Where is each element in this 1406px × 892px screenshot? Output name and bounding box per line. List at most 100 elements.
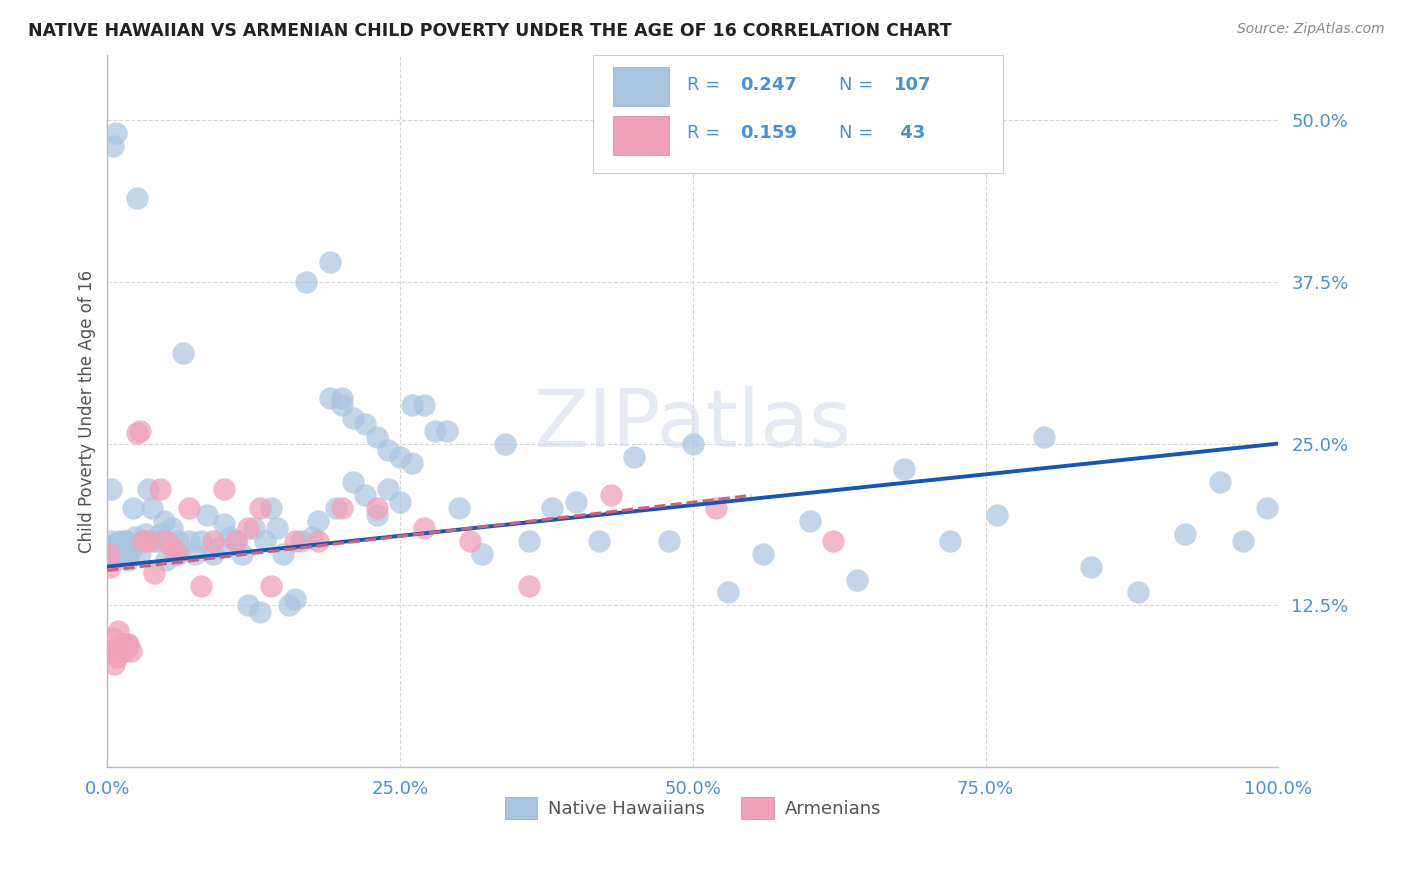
Point <box>225 533 247 548</box>
Point <box>366 501 388 516</box>
Point <box>103 657 125 671</box>
Point <box>271 547 294 561</box>
Point <box>1126 585 1149 599</box>
Point <box>412 398 434 412</box>
Text: 107: 107 <box>894 76 932 94</box>
Point <box>104 540 127 554</box>
Point <box>366 508 388 522</box>
Text: 0.247: 0.247 <box>740 76 797 94</box>
Point <box>160 540 183 554</box>
Point <box>986 508 1008 522</box>
Point <box>117 637 139 651</box>
FancyBboxPatch shape <box>613 67 669 106</box>
Point <box>166 533 188 548</box>
Point <box>1256 501 1278 516</box>
Point <box>134 527 156 541</box>
Text: NATIVE HAWAIIAN VS ARMENIAN CHILD POVERTY UNDER THE AGE OF 16 CORRELATION CHART: NATIVE HAWAIIAN VS ARMENIAN CHILD POVERT… <box>28 22 952 40</box>
Point <box>152 514 174 528</box>
Point <box>236 599 259 613</box>
Point <box>115 533 138 548</box>
Point <box>1033 430 1056 444</box>
Point <box>143 533 166 548</box>
Point <box>117 553 139 567</box>
Point <box>249 501 271 516</box>
Point <box>184 547 207 561</box>
Point <box>114 542 136 557</box>
Point <box>100 482 122 496</box>
Point <box>101 537 124 551</box>
Point <box>319 391 342 405</box>
Point <box>125 190 148 204</box>
Point <box>517 533 540 548</box>
Point <box>190 533 212 548</box>
Point <box>111 637 134 651</box>
Point <box>117 537 139 551</box>
Point <box>284 533 307 548</box>
Point <box>260 579 283 593</box>
Point <box>103 138 125 153</box>
Point <box>219 530 242 544</box>
Point <box>231 547 253 561</box>
Point <box>377 482 399 496</box>
Point <box>103 631 125 645</box>
Point <box>658 533 681 548</box>
FancyBboxPatch shape <box>613 116 669 155</box>
Point <box>179 501 201 516</box>
Point <box>389 450 412 464</box>
Point <box>111 542 134 557</box>
Point <box>564 495 586 509</box>
Point <box>201 533 224 548</box>
Point <box>125 426 148 441</box>
Point <box>599 488 621 502</box>
Point <box>143 566 166 580</box>
Point <box>104 126 127 140</box>
Text: N =: N = <box>839 125 879 143</box>
Point <box>122 501 145 516</box>
Point <box>541 501 564 516</box>
Point <box>110 547 132 561</box>
Y-axis label: Child Poverty Under the Age of 16: Child Poverty Under the Age of 16 <box>79 269 96 553</box>
Point <box>845 573 868 587</box>
Point <box>799 514 821 528</box>
Point <box>107 542 129 557</box>
Point <box>330 398 353 412</box>
Legend: Native Hawaiians, Armenians: Native Hawaiians, Armenians <box>498 789 889 826</box>
Point <box>295 275 318 289</box>
Point <box>110 644 132 658</box>
Point <box>179 533 201 548</box>
Point <box>98 533 121 548</box>
Point <box>138 482 160 496</box>
Point <box>98 559 121 574</box>
Point <box>155 533 177 548</box>
Point <box>436 424 458 438</box>
Text: Source: ZipAtlas.com: Source: ZipAtlas.com <box>1237 22 1385 37</box>
Point <box>124 530 146 544</box>
Point <box>325 501 347 516</box>
Text: 0.159: 0.159 <box>740 125 797 143</box>
Point <box>249 605 271 619</box>
Point <box>120 542 142 557</box>
Point <box>342 475 364 490</box>
Point <box>495 436 517 450</box>
Point <box>104 644 127 658</box>
Point <box>1209 475 1232 490</box>
Point <box>131 533 153 548</box>
Point <box>401 456 423 470</box>
Point <box>330 391 353 405</box>
Point <box>107 624 129 639</box>
Point <box>401 398 423 412</box>
Point <box>254 533 277 548</box>
Point <box>460 533 482 548</box>
Point <box>1080 559 1102 574</box>
Point <box>377 443 399 458</box>
Point <box>1174 527 1197 541</box>
Text: N =: N = <box>839 76 879 94</box>
Point <box>242 521 264 535</box>
Point <box>342 410 364 425</box>
Point <box>389 495 412 509</box>
Point <box>100 644 122 658</box>
Point <box>155 553 177 567</box>
Point <box>425 424 447 438</box>
Point <box>236 521 259 535</box>
Point <box>131 533 153 548</box>
